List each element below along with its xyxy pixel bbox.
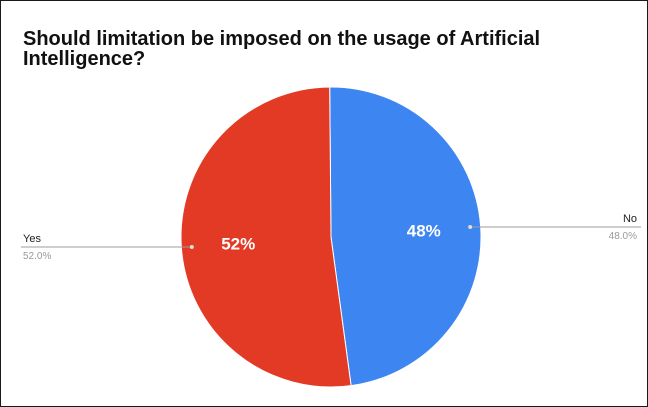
leader-dot-no (468, 225, 473, 230)
leader-dot-yes (189, 244, 194, 249)
pie-labels: No 48.0% Yes 52.0% (21, 213, 641, 262)
pie-slice-no (329, 86, 482, 387)
legend-value-no: 48.0% (609, 231, 637, 242)
pie-slices: 48% 52% (180, 86, 482, 388)
slice-percent-yes: 52% (221, 235, 255, 254)
legend-label-no: No (623, 213, 637, 225)
slice-percent-no: 48% (407, 221, 441, 240)
legend-value-yes: 52.0% (23, 251, 51, 262)
legend-label-yes: Yes (23, 233, 41, 245)
chart-title: Should limitation be imposed on the usag… (23, 28, 541, 70)
pie-slice-yes (180, 86, 352, 388)
